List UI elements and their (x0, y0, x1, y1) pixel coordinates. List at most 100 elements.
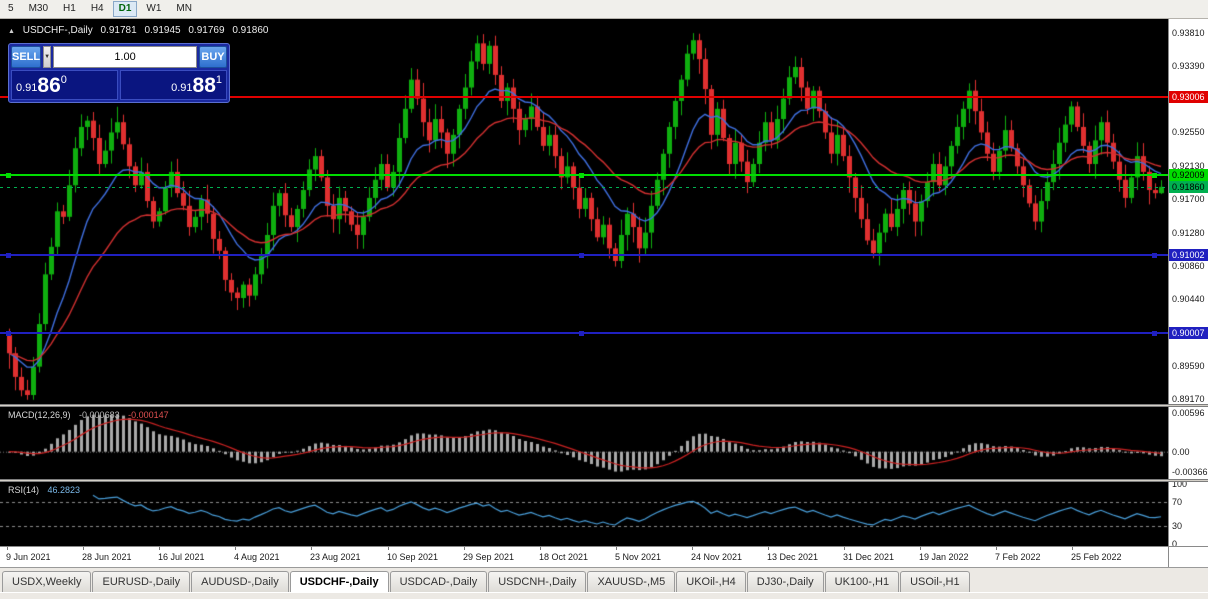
chart-tab-usdx-weekly[interactable]: USDX,Weekly (2, 571, 92, 593)
time-axis-tick (7, 547, 8, 550)
time-axis-tick (844, 547, 845, 550)
chart-tab-usoil-h1[interactable]: USOil-,H1 (900, 571, 970, 593)
chart-tab-dj30-daily[interactable]: DJ30-,Daily (746, 571, 824, 593)
chart-symbol-title: USDCHF-,Daily (22, 25, 93, 36)
time-axis-tick (83, 547, 84, 550)
timeframe-button-M30[interactable]: M30 (28, 3, 49, 14)
chart-tab-ukoil-h4[interactable]: UKOil-,H4 (676, 571, 746, 593)
hline-0.92009[interactable] (0, 174, 1168, 176)
macd-scale-top: 0.00596 (1172, 408, 1205, 418)
macd-signal-value: -0.000147 (128, 410, 169, 420)
sell-price-prefix: 0.91 (16, 82, 38, 94)
hline-handle[interactable] (6, 331, 11, 336)
price-axis-tick: 0.89170 (1172, 394, 1205, 404)
hline-handle[interactable] (6, 173, 11, 178)
timeframe-button-5[interactable]: 5 (8, 3, 14, 14)
collapse-panel-icon[interactable]: ▲ (8, 28, 15, 35)
price-axis-tick: 0.92550 (1172, 127, 1205, 137)
chart-header: ▲ USDCHF-,Daily 0.91781 0.91945 0.91769 … (8, 25, 273, 36)
price-badge-0.91002: 0.91002 (1169, 249, 1208, 261)
sell-price-pipette: 0 (60, 74, 67, 86)
sell-price-display[interactable]: 0.91 86 0 (11, 70, 118, 100)
timeframe-button-D1[interactable]: D1 (112, 1, 138, 17)
bid-price-line (0, 187, 1168, 188)
time-axis-tick (159, 547, 160, 550)
chart-tab-usdchf-daily[interactable]: USDCHF-,Daily (289, 571, 389, 593)
hline-handle[interactable] (6, 253, 11, 258)
time-axis[interactable]: 9 Jun 2021 28 Jun 2021 16 Jul 2021 4 Aug 20… (0, 547, 1168, 567)
macd-indicator-label: MACD(12,26,9) -0.000683 -0.000147 (8, 410, 169, 420)
time-axis-label: 31 Dec 2021 (843, 552, 895, 562)
ohlc-close: 0.91860 (232, 25, 269, 36)
rsi-scale-label: 30 (1172, 521, 1183, 531)
time-axis-tick (920, 547, 921, 550)
rsi-scale-label: 0 (1172, 539, 1178, 549)
panel-divider[interactable] (0, 479, 1208, 482)
chart-tab-eurusd-daily[interactable]: EURUSD-,Daily (92, 571, 191, 593)
macd-name: MACD(12,26,9) (8, 410, 71, 420)
buy-price-prefix: 0.91 (171, 82, 193, 94)
hline-handle[interactable] (579, 331, 584, 336)
timeframe-button-W1[interactable]: W1 (146, 3, 162, 14)
hline-0.93006[interactable] (0, 96, 1168, 98)
hline-0.91002[interactable] (0, 254, 1168, 256)
price-axis-tick: 0.91700 (1172, 194, 1205, 204)
chart-tab-usdcnh-daily[interactable]: USDCNH-,Daily (488, 571, 587, 593)
ohlc-low: 0.91769 (188, 25, 225, 36)
chart-tab-uk100-h1[interactable]: UK100-,H1 (824, 571, 900, 593)
price-badge-0.93006: 0.93006 (1169, 91, 1208, 103)
timeframe-button-H1[interactable]: H1 (63, 3, 76, 14)
time-axis-label: 10 Sep 2021 (387, 552, 439, 562)
time-axis-tick (616, 547, 617, 550)
hline-handle[interactable] (1152, 253, 1157, 258)
time-axis-tick (768, 547, 769, 550)
hline-handle[interactable] (579, 173, 584, 178)
buy-price-pipette: 1 (215, 74, 222, 86)
hline-0.90007[interactable] (0, 332, 1168, 334)
chart-tab-usdcad-daily[interactable]: USDCAD-,Daily (389, 571, 488, 593)
price-scale-column[interactable] (1168, 19, 1208, 567)
time-axis-label: 28 Jun 2021 (82, 552, 132, 562)
time-axis-tick (311, 547, 312, 550)
time-axis-tick (235, 547, 236, 550)
time-axis-label: 5 Nov 2021 (615, 552, 662, 562)
price-axis-tick: 0.89590 (1172, 361, 1205, 371)
chart-tab-bar: USDX,Weekly EURUSD-,Daily AUDUSD-,Daily USD… (0, 567, 1208, 593)
rsi-indicator-canvas[interactable] (0, 482, 1168, 546)
chart-tab-xauusd-m5[interactable]: XAUUSD-,M5 (587, 571, 676, 593)
chart-tab-audusd-daily[interactable]: AUDUSD-,Daily (191, 571, 289, 593)
volume-dropdown-icon[interactable]: ▼ (43, 46, 52, 68)
rsi-value: 46.2823 (47, 485, 81, 495)
panel-divider[interactable] (0, 404, 1208, 407)
hline-handle[interactable] (1152, 173, 1157, 178)
rsi-name: RSI(14) (8, 485, 40, 495)
volume-input[interactable] (53, 46, 198, 68)
time-axis-tick (996, 547, 997, 550)
macd-main-value: -0.000683 (79, 410, 120, 420)
rsi-indicator-label: RSI(14) 46.2823 (8, 485, 80, 495)
time-axis-label: 9 Jun 2021 (6, 552, 51, 562)
time-axis-label: 24 Nov 2021 (691, 552, 743, 562)
timeframe-toolbar: 5 M30 H1 H4 D1 W1 MN (0, 0, 1208, 19)
time-axis-label: 23 Aug 2021 (310, 552, 361, 562)
ohlc-high: 0.91945 (144, 25, 181, 36)
hline-handle[interactable] (1152, 331, 1157, 336)
macd-scale-bottom: -0.00366 (1172, 467, 1208, 477)
buy-price-display[interactable]: 0.91 88 1 (120, 70, 227, 100)
time-axis-label: 4 Aug 2021 (234, 552, 280, 562)
time-axis-label: 7 Feb 2022 (995, 552, 1041, 562)
timeframe-button-MN[interactable]: MN (176, 3, 192, 14)
macd-indicator-canvas[interactable] (0, 407, 1168, 479)
timeframe-button-H4[interactable]: H4 (90, 3, 104, 14)
price-axis-tick: 0.90860 (1172, 261, 1205, 271)
hline-handle[interactable] (579, 253, 584, 258)
buy-button[interactable]: BUY (199, 46, 227, 68)
sell-button[interactable]: SELL (11, 46, 42, 68)
ohlc-open: 0.91781 (100, 25, 137, 36)
rsi-scale-label: 70 (1172, 497, 1183, 507)
one-click-trading-panel: SELL ▼ BUY 0.91 86 0 0.91 88 1 (8, 43, 230, 103)
time-axis-tick (388, 547, 389, 550)
buy-price-big-digits: 88 (192, 74, 216, 97)
bid-price-badge: 0.91860 (1169, 181, 1208, 193)
time-axis-tick (540, 547, 541, 550)
